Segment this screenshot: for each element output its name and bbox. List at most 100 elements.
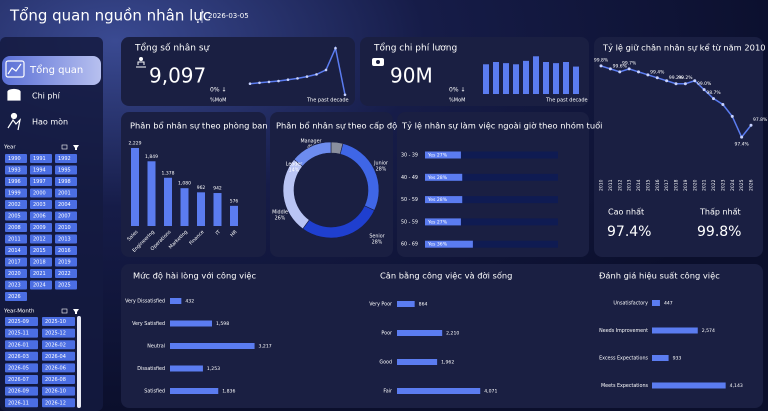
slicer-button[interactable] [55,165,77,175]
slicer-item[interactable]: 2017 [8,260,21,266]
slicer-button[interactable] [5,246,27,255]
slicer-button[interactable] [5,257,27,267]
slicer-button[interactable] [42,375,75,384]
slicer-item[interactable]: 2003 [33,202,46,208]
slicer-button[interactable] [5,317,38,326]
slicer-button[interactable] [30,246,52,255]
slicer-item[interactable]: 2019 [58,260,71,266]
slicer-item[interactable]: 2026-11 [8,400,29,406]
slicer-button[interactable] [5,223,27,232]
slicer-button[interactable] [42,386,75,396]
slicer-button[interactable] [5,340,38,350]
slicer-button[interactable] [42,351,75,361]
nav-item[interactable]: Hao mòn [32,117,68,127]
slicer-button[interactable] [5,269,27,278]
slicer-item[interactable]: 1999 [8,191,21,197]
slicer-item[interactable]: 2015 [33,248,46,254]
slicer-item[interactable]: 2013 [58,237,71,243]
slicer-item[interactable]: 1993 [8,168,21,174]
slicer-button[interactable] [5,188,27,198]
slicer-button[interactable] [55,280,77,290]
slicer-button[interactable] [30,269,52,278]
slicer-button[interactable] [30,223,52,232]
slicer-item[interactable]: 2008 [8,225,21,231]
slicer-item[interactable]: 2012 [33,237,46,243]
slicer-item[interactable]: 1991 [33,156,46,162]
slicer-item[interactable]: 1998 [58,179,71,185]
slicer-button[interactable] [42,398,75,408]
slicer-item[interactable]: 2026 [8,294,21,300]
slicer-button[interactable] [5,292,27,301]
slicer-item[interactable]: 2000 [33,191,46,197]
slicer-button[interactable] [5,351,38,361]
nav-item[interactable]: Chi phí [32,92,61,101]
slicer-item[interactable]: 2018 [33,260,46,266]
slicer-button[interactable] [42,317,75,326]
slicer-item[interactable]: 2007 [58,214,71,220]
slicer-button[interactable] [30,200,52,209]
slicer-item[interactable]: 2026-03 [8,354,29,360]
slicer-button[interactable] [42,340,75,350]
slicer-button[interactable] [30,154,52,163]
slicer-button[interactable] [30,280,52,290]
slicer-item[interactable]: 2002 [8,202,21,208]
slicer-item[interactable]: 2001 [58,191,71,197]
slicer-item[interactable]: 1994 [33,168,46,174]
slicer-item[interactable]: 2022 [58,271,71,277]
slicer-item[interactable]: 2026-07 [8,377,29,383]
slicer-button[interactable] [55,200,77,209]
slicer-button[interactable] [5,211,27,221]
slicer-item[interactable]: 2016 [58,248,71,254]
slicer-button[interactable] [30,211,52,221]
slicer-button[interactable] [30,165,52,175]
slicer-item[interactable]: 2014 [8,248,21,254]
slicer-item[interactable]: 2020 [8,271,21,277]
slicer-button[interactable] [5,165,27,175]
slicer-item[interactable]: 1992 [58,156,71,162]
slicer-item[interactable]: 2010 [58,225,71,231]
slicer-button[interactable] [5,363,38,373]
slicer-item[interactable]: 1995 [58,168,71,174]
slicer-item[interactable]: 2026-09 [8,389,29,395]
slicer-item[interactable]: 2025-12 [45,331,66,337]
slicer-button[interactable] [42,363,75,373]
nav-item[interactable]: Tổng quan [29,63,83,76]
slicer-item[interactable]: 1997 [33,179,46,185]
slicer-item[interactable]: 2005 [8,214,21,220]
slicer-item[interactable]: 2024 [33,283,46,289]
slicer-item[interactable]: 2025-10 [45,319,66,325]
slicer-item[interactable]: 2023 [8,283,21,289]
nav-active[interactable] [2,56,101,85]
slicer-item[interactable]: 2026-05 [8,366,29,372]
slicer-button[interactable] [5,328,38,338]
slicer-item[interactable]: 2011 [8,237,21,243]
slicer-button[interactable] [5,200,27,209]
slicer-item[interactable]: 2021 [33,271,46,277]
scrollbar[interactable] [77,316,81,408]
slicer-button[interactable] [5,375,38,384]
slicer-item[interactable]: 2025-11 [8,331,29,337]
slicer-item[interactable]: 2006 [33,214,46,220]
slicer-button[interactable] [30,177,52,186]
slicer-button[interactable] [30,188,52,198]
slicer-button[interactable] [55,257,77,267]
slicer-button[interactable] [30,234,52,244]
slicer-item[interactable]: 2026-01 [8,342,29,348]
slicer-item[interactable]: 2026-06 [45,366,66,372]
slicer-button[interactable] [55,177,77,186]
slicer-button[interactable] [5,234,27,244]
slicer-item[interactable]: 2026-08 [45,377,66,383]
slicer-button[interactable] [55,234,77,244]
slicer-button[interactable] [5,177,27,186]
slicer-button[interactable] [5,154,27,163]
slicer-item[interactable]: 2009 [33,225,46,231]
slicer-item[interactable]: 2026-12 [45,400,66,406]
slicer-button[interactable] [55,269,77,278]
slicer-item[interactable]: 1990 [8,156,21,162]
slicer-item[interactable]: 2025-09 [8,319,29,325]
slicer-button[interactable] [55,188,77,198]
slicer-item[interactable]: 2026-04 [45,354,66,360]
slicer-button[interactable] [55,246,77,255]
slicer-button[interactable] [5,386,38,396]
slicer-button[interactable] [5,398,38,408]
